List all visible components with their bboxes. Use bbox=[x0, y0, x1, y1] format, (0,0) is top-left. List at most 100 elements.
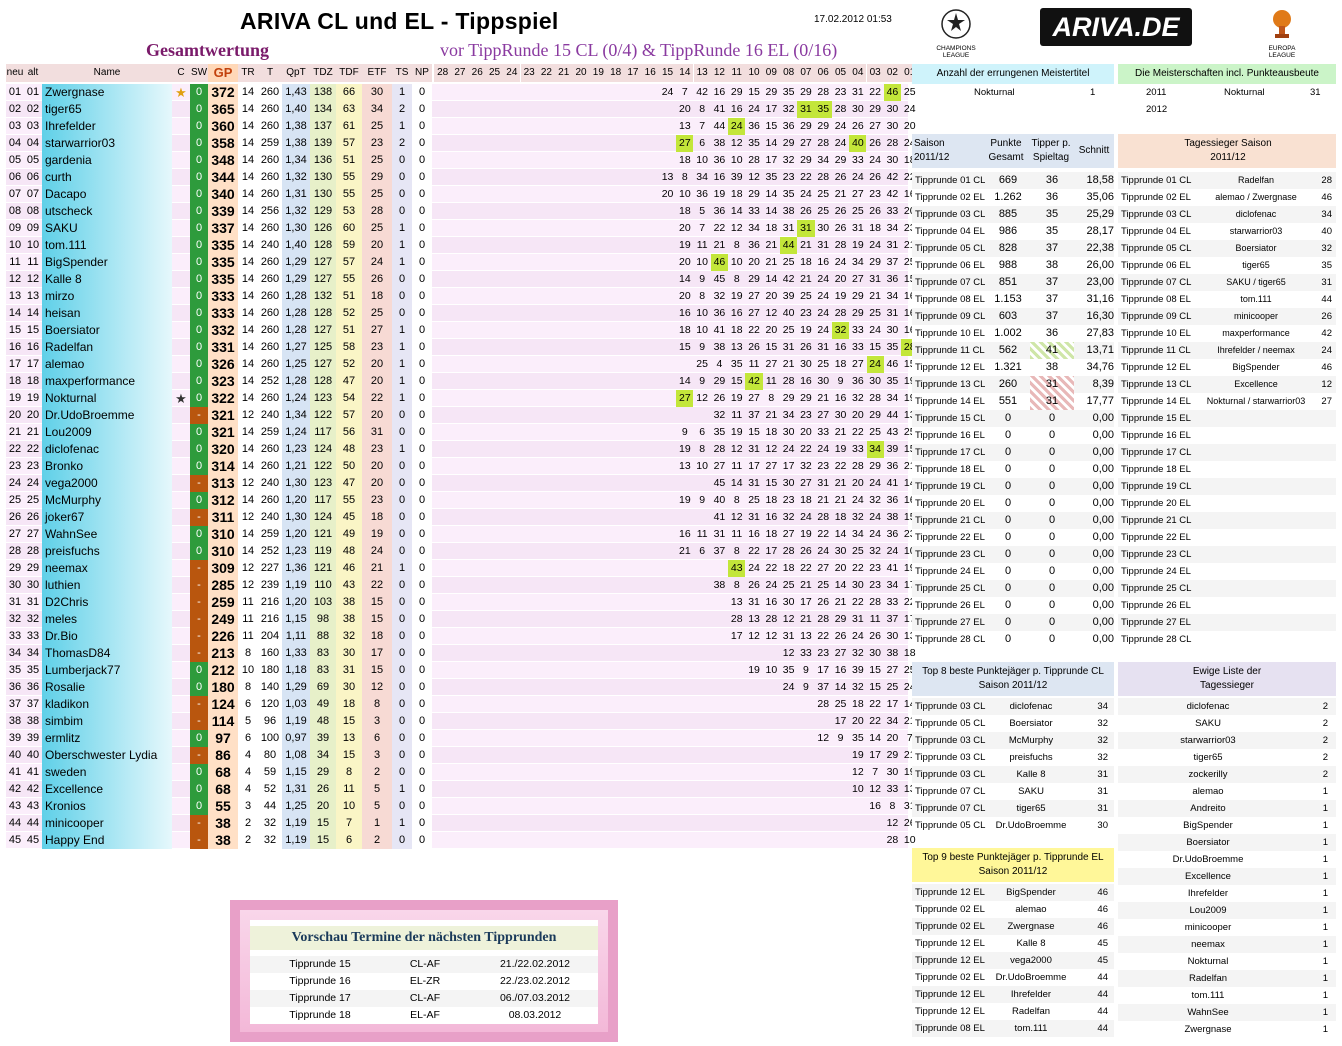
cell-name[interactable]: kladikon bbox=[42, 696, 172, 713]
cell-round bbox=[486, 441, 503, 458]
cell-name[interactable]: joker67 bbox=[42, 509, 172, 526]
cell-tdf: 45 bbox=[336, 509, 362, 526]
table-row: 36 36 Rosalie 0 180 8 140 1,29 69 30 12 0 0 24 9 37 14 32… bbox=[6, 679, 916, 696]
cell-name[interactable]: SAKU bbox=[42, 220, 172, 237]
cell-round bbox=[780, 832, 797, 849]
cell-round: 8 bbox=[768, 392, 775, 404]
cell-name[interactable]: gardenia bbox=[42, 152, 172, 169]
cell-c bbox=[172, 407, 190, 424]
cell-c bbox=[172, 781, 190, 798]
cell-name[interactable]: Bronko bbox=[42, 458, 172, 475]
cell-round: 18 bbox=[678, 205, 691, 217]
cell-name[interactable]: Happy End bbox=[42, 832, 172, 849]
cell-name[interactable]: tiger65 bbox=[42, 101, 172, 118]
cell-round: 16 bbox=[817, 256, 830, 268]
cell-gp: 321 bbox=[208, 407, 238, 424]
cell-name[interactable]: Lou2009 bbox=[42, 424, 172, 441]
cell-name[interactable]: Rosalie bbox=[42, 679, 172, 696]
cell-name[interactable]: mirzo bbox=[42, 288, 172, 305]
cell-name[interactable]: meles bbox=[42, 611, 172, 628]
saison-cell: 34,76 bbox=[1086, 361, 1114, 373]
cell-round bbox=[521, 441, 538, 458]
ariva-logo: ARIVA.DE bbox=[1040, 8, 1192, 46]
cell-round: 14 bbox=[730, 205, 743, 217]
cell-name[interactable]: Oberschwester Lydia bbox=[42, 747, 172, 764]
cell-name[interactable]: neemax bbox=[42, 560, 172, 577]
saison-cell: 0 bbox=[1048, 582, 1056, 594]
cell-tdz: 26 bbox=[310, 781, 336, 798]
cell-round: 35 bbox=[748, 137, 760, 149]
cell-name[interactable]: Radelfan bbox=[42, 339, 172, 356]
cell-t: 239 bbox=[258, 577, 282, 594]
tagessieger-row: Tipprunde 04 EL starwarrior03 40 bbox=[1118, 223, 1336, 240]
cell-etf: 8 bbox=[362, 696, 392, 713]
cell-ts: 1 bbox=[392, 815, 412, 832]
cell-tdf: 57 bbox=[336, 254, 362, 271]
cell-name[interactable]: tom.111 bbox=[42, 237, 172, 254]
ewig-row: tom.111 1 bbox=[1118, 987, 1336, 1004]
cell-name[interactable]: BigSpender bbox=[42, 254, 172, 271]
cell-name[interactable]: minicooper bbox=[42, 815, 172, 832]
top9el-cell: 46 bbox=[1097, 921, 1108, 932]
cell-name[interactable]: utscheck bbox=[42, 203, 172, 220]
cell-round bbox=[434, 798, 451, 815]
cell-round bbox=[659, 118, 676, 135]
cell-name[interactable]: ermlitz bbox=[42, 730, 172, 747]
cell-name[interactable]: Boersiator bbox=[42, 322, 172, 339]
cell-tdf: 47 bbox=[336, 475, 362, 492]
cell-neu: 08 bbox=[8, 205, 22, 217]
cell-name[interactable]: simbim bbox=[42, 713, 172, 730]
tagessieger-cell: Radelfan bbox=[1237, 175, 1275, 185]
cell-round bbox=[624, 220, 641, 237]
cell-round bbox=[503, 254, 520, 271]
cell-round bbox=[676, 356, 693, 373]
cell-name[interactable]: ThomasD84 bbox=[42, 645, 172, 662]
cell-round bbox=[555, 424, 572, 441]
cell-name[interactable]: Kalle 8 bbox=[42, 271, 172, 288]
cell-round bbox=[728, 730, 745, 747]
cell-name[interactable]: maxperformance bbox=[42, 373, 172, 390]
cell-round bbox=[815, 832, 832, 849]
cell-name[interactable]: curth bbox=[42, 169, 172, 186]
cell-etf: 25 bbox=[362, 305, 392, 322]
cell-name[interactable]: luthien bbox=[42, 577, 172, 594]
table-row: 20 20 Dr.UdoBroemme -321 12 240 1,34 122 57 20 0 0 3… bbox=[6, 407, 916, 424]
cell-round: 33 bbox=[851, 324, 864, 336]
tagessieger-cell: Tipprunde 13 CL bbox=[1121, 379, 1192, 390]
cell-name[interactable]: alemao bbox=[42, 356, 172, 373]
cell-qpt: 1,23 bbox=[282, 543, 310, 560]
cell-name[interactable]: preisfuchs bbox=[42, 543, 172, 560]
cell-name[interactable]: heisan bbox=[42, 305, 172, 322]
cell-round bbox=[486, 492, 503, 509]
cell-tr: 14 bbox=[238, 543, 258, 560]
cell-name[interactable]: Ihrefelder bbox=[42, 118, 172, 135]
cell-np: 0 bbox=[412, 798, 432, 815]
cell-ts: 0 bbox=[392, 764, 412, 781]
cell-sw: 0 bbox=[190, 781, 208, 798]
cell-name[interactable]: Excellence bbox=[42, 781, 172, 798]
cell-tdz: 137 bbox=[310, 118, 336, 135]
cell-round bbox=[555, 169, 572, 186]
cell-tdf: 47 bbox=[336, 373, 362, 390]
cell-name[interactable]: Nokturnal bbox=[42, 390, 172, 407]
cell-name[interactable]: Dr.UdoBroemme bbox=[42, 407, 172, 424]
cell-round bbox=[694, 560, 711, 577]
cell-name[interactable]: Lumberjack77 bbox=[42, 662, 172, 679]
cell-name[interactable]: diclofenac bbox=[42, 441, 172, 458]
cell-name[interactable]: D2Chris bbox=[42, 594, 172, 611]
cell-name[interactable]: WahnSee bbox=[42, 526, 172, 543]
cell-round bbox=[521, 662, 538, 679]
cell-round bbox=[607, 526, 624, 543]
cell-name[interactable]: starwarrior03 bbox=[42, 135, 172, 152]
cell-round bbox=[469, 118, 486, 135]
cell-name[interactable]: Dr.Bio bbox=[42, 628, 172, 645]
cell-name[interactable]: McMurphy bbox=[42, 492, 172, 509]
cell-ts: 1 bbox=[392, 441, 412, 458]
cell-name[interactable]: Kronios bbox=[42, 798, 172, 815]
cell-round bbox=[676, 577, 693, 594]
cell-ts: 0 bbox=[392, 832, 412, 849]
cell-name[interactable]: vega2000 bbox=[42, 475, 172, 492]
cell-name[interactable]: Dacapo bbox=[42, 186, 172, 203]
cell-name[interactable]: sweden bbox=[42, 764, 172, 781]
cell-name[interactable]: Zwergnase bbox=[42, 84, 172, 101]
